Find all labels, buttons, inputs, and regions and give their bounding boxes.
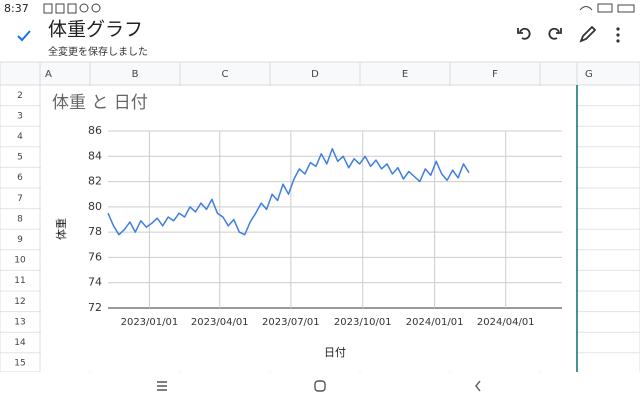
y-tick-label: 82 [88,175,102,188]
column-header-bar [0,61,640,86]
row-header: 5 [17,153,23,163]
x-tick-label: 2023/07/01 [262,317,320,328]
row-header: 9 [17,235,23,245]
column-header: G [585,69,593,80]
chart-title: 体重 と 日付 [52,93,148,113]
edit-button[interactable] [579,25,597,43]
nav-menu[interactable] [157,381,167,391]
nav-icons [157,380,481,392]
status-icons [43,3,635,14]
row-header: 3 [17,111,23,121]
more-button[interactable] [616,27,620,43]
y-tick-label: 72 [88,301,102,314]
undo-button[interactable] [517,27,531,40]
nav-back[interactable] [475,380,481,392]
nav-home[interactable] [314,380,326,392]
doc-title[interactable]: 体重グラフ [48,19,143,41]
save-status: 全変更を保存しました [48,45,148,58]
row-header: 6 [17,173,23,183]
chart-area [41,86,576,371]
nav-bar [0,372,640,400]
x-tick-label: 2023/10/01 [334,317,392,328]
row-header: 4 [17,132,23,142]
done-button[interactable] [17,30,31,42]
x-tick-label: 2023/04/01 [191,317,249,328]
column-header: A [45,69,52,80]
y-tick-label: 74 [88,276,102,289]
row-header: 13 [14,317,25,327]
y-tick-label: 80 [88,200,102,213]
x-tick-label: 2023/01/01 [121,317,179,328]
column-header: B [132,69,139,80]
data-line [107,147,470,236]
column-header: C [222,69,229,80]
x-axis-label: 日付 [324,346,346,359]
y-tick-label: 86 [88,124,102,137]
row-header: 7 [17,194,23,204]
row-header: 15 [14,359,25,369]
status-time: 8:37 [4,2,29,15]
y-tick-label: 76 [88,250,102,263]
column-header: E [402,69,408,80]
redo-button[interactable] [548,27,562,40]
column-header: F [492,69,498,80]
row-header: 14 [14,338,26,348]
toolbar [517,25,620,43]
chart: 体重 と 日付 72 74 76 78 80 82 84 86 2023/01/01 2023/04… [41,86,576,371]
y-axis-label: 体重 [54,218,68,240]
row-header: 2 [17,91,23,101]
row-header: 11 [14,276,25,286]
x-tick-label: 2024/04/01 [477,317,535,328]
y-tick-label: 84 [88,149,102,162]
column-header: D [311,69,319,80]
row-header: 8 [17,214,23,224]
row-header: 10 [14,256,26,266]
y-tick-label: 78 [88,225,102,238]
x-tick-label: 2024/01/01 [406,317,464,328]
row-header: 12 [14,297,25,307]
